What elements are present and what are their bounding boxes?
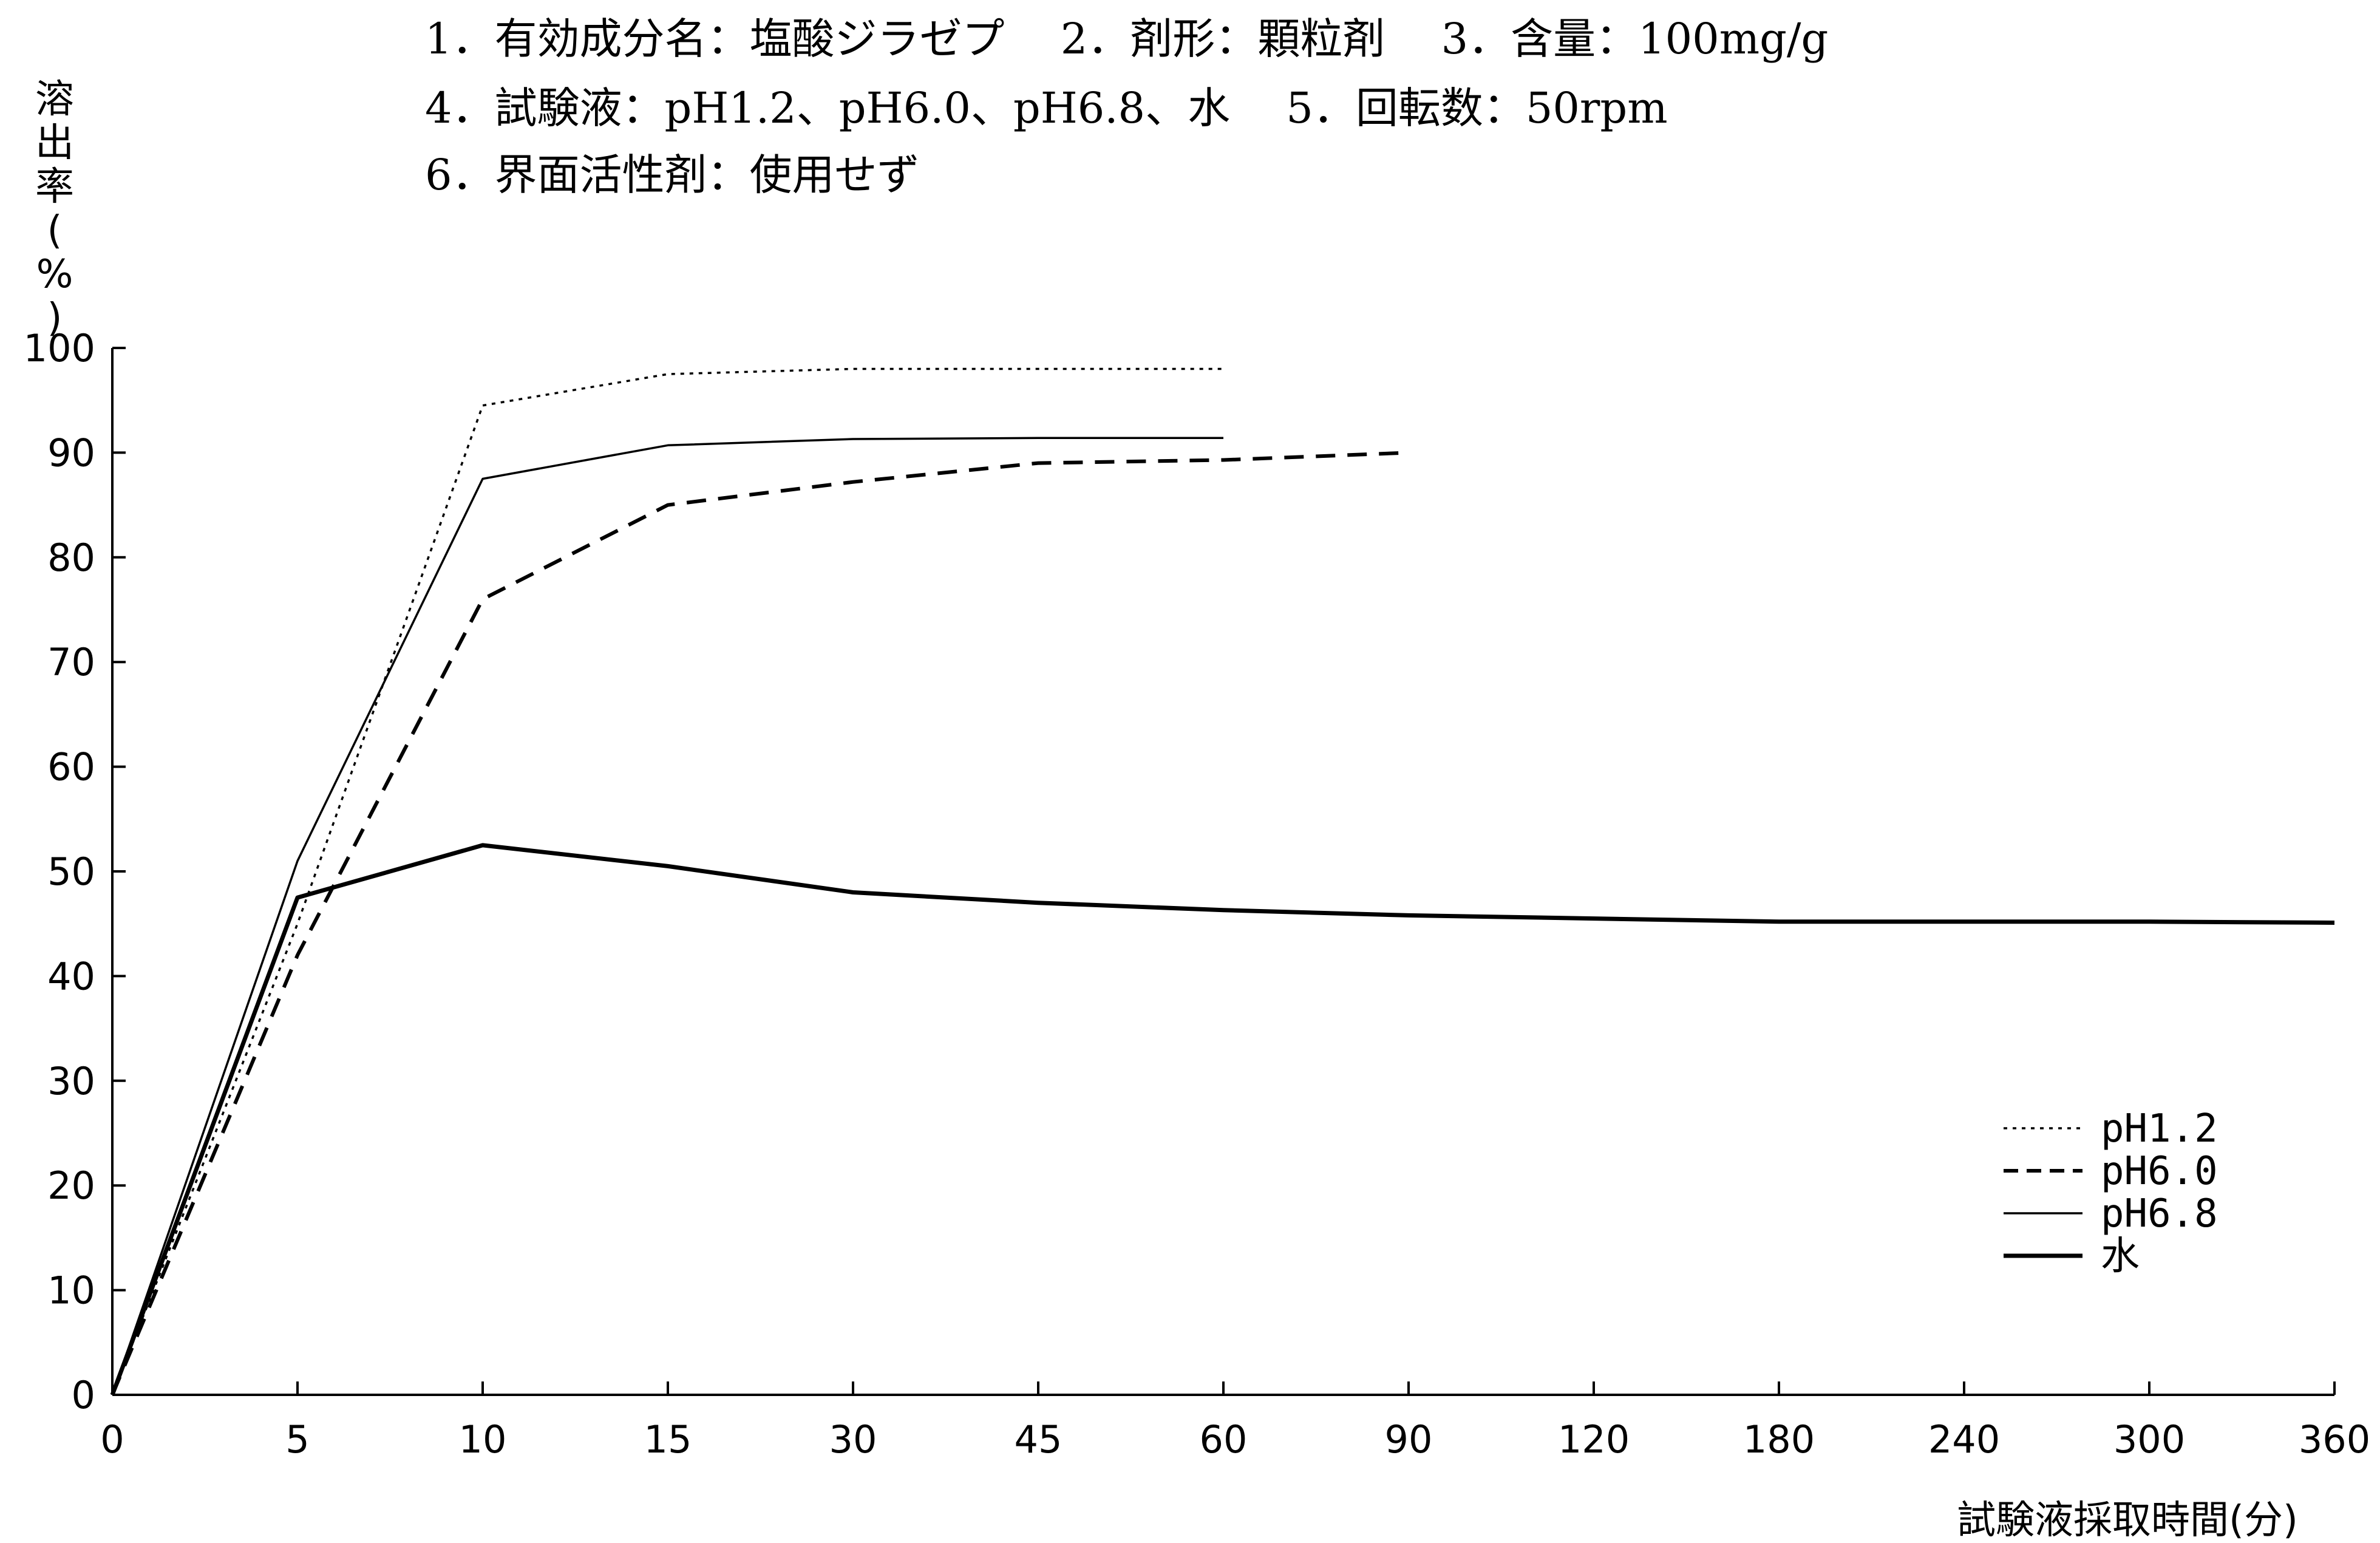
legend-label: pH1.2 [2101,1106,2218,1151]
y-axis-label-char: ) [47,296,63,341]
y-tick-label: 70 [47,640,95,684]
series-line [110,451,1409,1396]
y-axis-label-char: % [36,252,73,297]
x-ticks: 0 5 10 15 30 45 60 90 120 180 240 300 360 [100,1381,2370,1462]
y-ticks: 0 10 20 30 40 50 60 70 80 90 100 [24,326,126,1417]
y-axis-label-char: 溶 [35,77,74,122]
y-tick-label: 0 [72,1373,95,1417]
y-axis-label: 溶出率(%) [35,77,74,341]
series-line [111,437,1223,1395]
chart-header: 1．有効成分名：塩酸ジラゼプ 2．剤形：顆粒剤 3．含量：100mg/g 4．試… [425,14,1828,200]
legend-label: pH6.8 [2101,1191,2218,1236]
header-line-3: 6．界面活性剤：使用せず [425,150,920,200]
x-tick-label: 300 [2113,1417,2185,1462]
y-axis-label-char: ( [47,208,63,253]
y-axis-label-char: 出 [35,121,74,166]
y-tick-label: 40 [47,954,95,998]
y-tick-label: 10 [47,1269,95,1313]
x-tick-label: 5 [285,1417,309,1462]
y-tick-label: 30 [47,1059,95,1103]
x-tick-label: 90 [1385,1417,1433,1462]
x-tick-label: 10 [459,1417,507,1462]
series-line [110,843,2335,1396]
x-tick-label: 180 [1743,1417,1815,1462]
y-tick-label: 100 [24,326,95,370]
x-tick-label: 45 [1015,1417,1062,1462]
x-tick-label: 360 [2299,1417,2370,1462]
y-tick-label: 20 [47,1163,95,1208]
x-tick-label: 120 [1558,1417,1630,1462]
x-tick-label: 60 [1200,1417,1248,1462]
series-line [111,367,1223,1395]
axes [111,348,2334,1396]
header-line-2: 4．試験液：pH1.2、pH6.0、pH6.8、水 5．回転数：50rpm [425,83,1668,133]
y-tick-label: 80 [47,536,95,580]
x-tick-label: 15 [644,1417,692,1462]
legend-label: pH6.0 [2101,1149,2218,1194]
x-axis-label: 試験液採取時間(分) [1957,1498,2298,1543]
x-tick-label: 0 [100,1417,124,1462]
y-tick-label: 60 [47,745,95,789]
y-tick-label: 50 [47,850,95,894]
series-lines [110,367,2335,1396]
legend-label: 水 [2101,1234,2140,1279]
y-axis-label-char: 率 [35,165,74,209]
x-tick-label: 240 [1928,1417,2000,1462]
x-tick-label: 30 [829,1417,877,1462]
header-line-1: 1．有効成分名：塩酸ジラゼプ 2．剤形：顆粒剤 3．含量：100mg/g [425,14,1828,64]
y-tick-label: 90 [47,431,95,475]
